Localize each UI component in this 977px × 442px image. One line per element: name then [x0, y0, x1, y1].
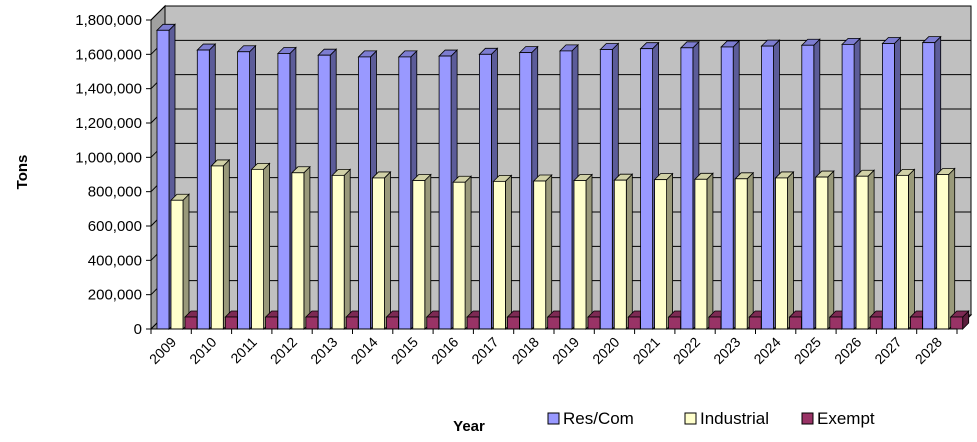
legend-swatch	[801, 412, 814, 425]
y-tick-label: 1,800,000	[75, 12, 142, 29]
x-tick-label: 2024	[750, 334, 783, 367]
y-tick-label: 1,000,000	[75, 149, 142, 166]
bar-industrial	[210, 158, 231, 330]
bar-industrial	[411, 173, 432, 330]
bar-industrial	[573, 173, 593, 330]
legend: Res/Com Industrial Exempt	[547, 409, 875, 428]
legend-item-res-com: Res/Com	[547, 409, 634, 428]
x-tick-label: 2018	[509, 334, 542, 367]
bar-res-com	[438, 49, 459, 330]
y-tick-label: 800,000	[88, 184, 142, 201]
bar-industrial	[452, 175, 473, 330]
bar-industrial	[290, 165, 311, 330]
x-tick-label: 2023	[710, 334, 743, 367]
x-tick-label: 2020	[589, 334, 622, 367]
gridline	[150, 5, 971, 21]
bar-industrial	[895, 168, 916, 330]
x-tick-label: 2026	[831, 334, 864, 367]
legend-item-industrial: Industrial	[684, 409, 769, 428]
bar-industrial	[855, 169, 876, 330]
x-tick-label: 2013	[307, 334, 340, 367]
bar-industrial	[250, 162, 271, 330]
x-axis-ticks: 2009 2010 2011 2012 2013 2014 2015 2016 2017 2018…	[146, 328, 958, 367]
legend-swatch	[547, 412, 560, 425]
y-tick-label: 0	[134, 321, 142, 338]
bar-industrial	[613, 173, 634, 330]
bar-industrial	[532, 174, 553, 330]
x-tick-label: 2017	[468, 334, 501, 367]
y-axis-title: Tons	[14, 155, 31, 190]
bar-res-com	[397, 49, 418, 330]
bar-industrial	[734, 171, 755, 330]
bar-industrial	[170, 193, 190, 330]
x-tick-label: 2015	[388, 334, 421, 367]
bar-industrial	[371, 170, 392, 330]
x-tick-label: 2016	[428, 334, 461, 367]
y-tick-label: 1,400,000	[75, 81, 142, 98]
bar-industrial	[331, 168, 352, 330]
x-tick-label: 2027	[871, 334, 904, 367]
bar-industrial	[693, 172, 714, 330]
legend-item-exempt: Exempt	[801, 409, 875, 428]
y-tick-label: 1,600,000	[75, 46, 142, 63]
x-tick-label: 2019	[549, 334, 582, 367]
y-tick-label: 200,000	[88, 287, 142, 304]
bar-exempt	[949, 310, 970, 330]
legend-label: Res/Com	[563, 409, 634, 428]
x-tick-label: 2022	[670, 334, 703, 367]
bars	[156, 23, 970, 330]
x-axis-title: Year	[453, 418, 485, 435]
y-tick-label: 400,000	[88, 252, 142, 269]
y-tick-label: 1,200,000	[75, 115, 142, 132]
x-tick-label: 2012	[267, 334, 300, 367]
x-tick-label: 2009	[146, 334, 179, 367]
bar-industrial	[814, 170, 835, 330]
legend-label: Industrial	[700, 409, 769, 428]
legend-swatch	[684, 412, 697, 425]
bar-industrial	[774, 170, 795, 330]
x-tick-label: 2028	[912, 334, 945, 367]
y-axis-ticks: 0 200,000 400,000 600,000 800,000 1,000,000 1,…	[75, 12, 152, 338]
x-tick-label: 2010	[186, 334, 219, 367]
y-tick-label: 600,000	[88, 218, 142, 235]
x-tick-label: 2025	[791, 334, 824, 367]
x-tick-label: 2014	[347, 334, 380, 367]
legend-label: Exempt	[817, 409, 875, 428]
x-tick-label: 2011	[227, 334, 260, 367]
bar-industrial	[653, 172, 674, 330]
x-tick-label: 2021	[630, 334, 663, 367]
bar-industrial	[492, 174, 513, 330]
bar-industrial	[935, 167, 956, 330]
